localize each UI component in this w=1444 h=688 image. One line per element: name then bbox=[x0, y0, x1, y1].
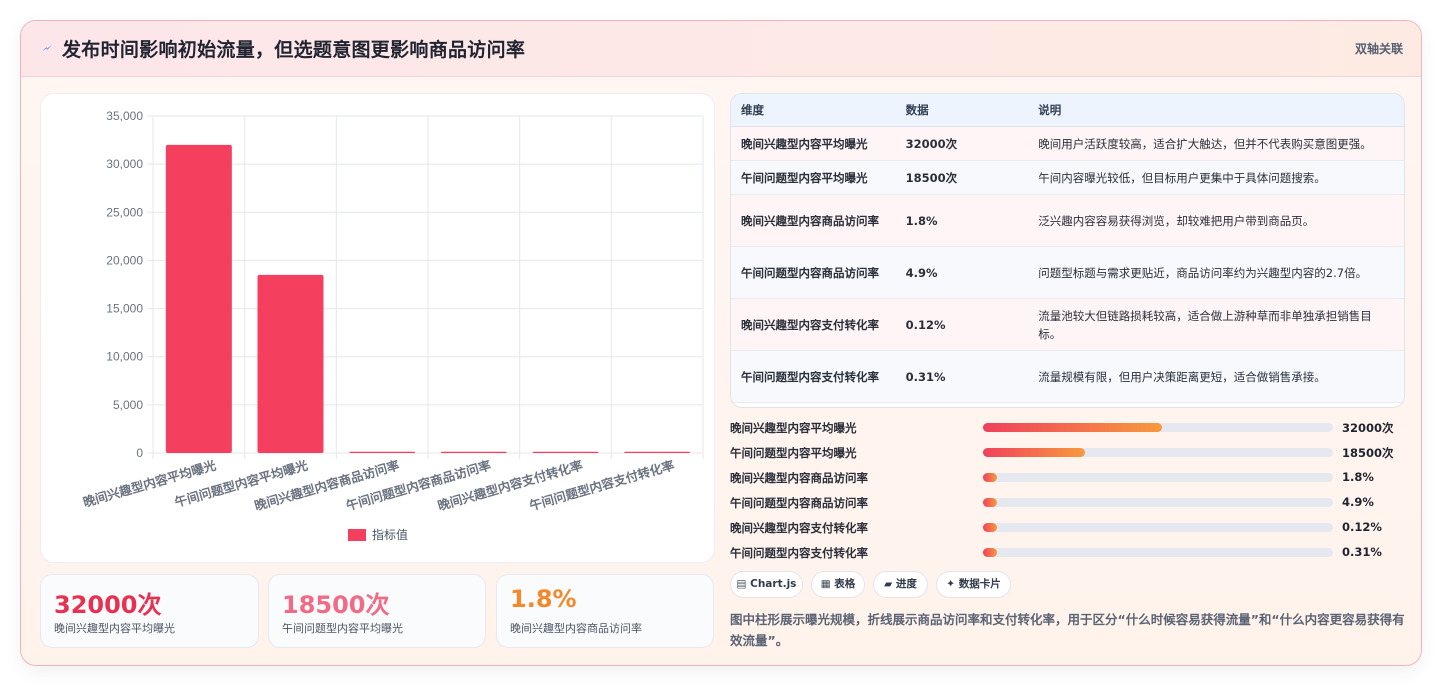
table-header: 数据 bbox=[895, 94, 1029, 127]
progress-value: 32000次 bbox=[1342, 421, 1394, 435]
bar bbox=[532, 451, 599, 453]
y-tick-label: 10,000 bbox=[106, 350, 143, 364]
table-cell-note: 流量规模有限，但用户决策距离更短，适合做销售承接。 bbox=[1028, 350, 1404, 403]
progress-track bbox=[983, 548, 1333, 557]
header: 发布时间影响初始流量，但选题意图更影响商品访问率 双轴关联 bbox=[21, 21, 1421, 77]
progress-row: 午间问题型内容平均曝光 18500次 bbox=[730, 443, 1405, 468]
table-cell-dimension: 晚间兴趣型内容平均曝光 bbox=[731, 126, 896, 161]
table-cell-dimension: 晚间兴趣型内容商品访问率 bbox=[731, 194, 896, 247]
y-tick-label: 30,000 bbox=[106, 157, 143, 171]
table-cell-note: 午间内容曝光较低，但目标用户更集中于具体问题搜索。 bbox=[1028, 160, 1404, 195]
lightning-icon bbox=[42, 45, 52, 51]
progress-value: 1.8% bbox=[1342, 470, 1374, 484]
progress-value: 4.9% bbox=[1342, 495, 1374, 509]
table-cell-dimension: 晚间兴趣型内容支付转化率 bbox=[731, 298, 896, 351]
data-table: 维度 数据 说明 晚间兴趣型内容平均曝光 32000次 晚间用户活跃度较高，适合扩大触达… bbox=[730, 93, 1405, 408]
page-title: 发布时间影响初始流量，但选题意图更影响商品访问率 bbox=[62, 39, 526, 61]
progress-row: 晚间兴趣型内容支付转化率 0.12% bbox=[730, 518, 1405, 543]
table-cell-note: 问题型标题与需求更贴近，商品访问率约为兴趣型内容的2.7倍。 bbox=[1028, 246, 1404, 299]
progress-track bbox=[983, 473, 1333, 482]
progress-fill bbox=[983, 423, 1162, 432]
stat-value: 18500次 bbox=[282, 591, 390, 619]
bar bbox=[440, 451, 507, 453]
y-tick-label: 20,000 bbox=[106, 253, 143, 267]
legend-label: 指标值 bbox=[372, 527, 408, 542]
progress-fill bbox=[983, 523, 997, 532]
table-header: 维度 bbox=[731, 94, 896, 127]
stat-label: 晚间兴趣型内容平均曝光 bbox=[54, 622, 175, 635]
bar bbox=[624, 451, 691, 453]
table-cell-value: 32000次 bbox=[895, 126, 1029, 161]
table-row: 午间问题型内容平均曝光 18500次 午间内容曝光较低，但目标用户更集中于具体问题搜… bbox=[731, 160, 1404, 195]
table-row: 午间问题型内容支付转化率 0.31% 流量规模有限，但用户决策距离更短，适合做销售承… bbox=[731, 350, 1404, 403]
progress-row: 晚间兴趣型内容商品访问率 1.8% bbox=[730, 468, 1405, 493]
chip-chartjs[interactable]: ▤ Chart.js bbox=[730, 571, 803, 598]
progress-track bbox=[983, 498, 1333, 507]
legend-swatch bbox=[348, 529, 366, 541]
progress-label: 晚间兴趣型内容支付转化率 bbox=[730, 521, 868, 535]
progress-fill bbox=[983, 498, 997, 507]
y-tick-label: 0 bbox=[136, 446, 143, 460]
y-tick-label: 5,000 bbox=[113, 398, 143, 412]
y-tick-label: 15,000 bbox=[106, 302, 143, 316]
table-cell-note: 泛兴趣内容容易获得浏览，却较难把用户带到商品页。 bbox=[1028, 194, 1404, 247]
progress-fill bbox=[983, 473, 997, 482]
progress-track bbox=[983, 448, 1333, 457]
progress-value: 0.12% bbox=[1342, 520, 1382, 534]
progress-label: 晚间兴趣型内容平均曝光 bbox=[730, 421, 857, 435]
stat-label: 晚间兴趣型内容商品访问率 bbox=[510, 622, 642, 635]
table-cell-value: 4.9% bbox=[895, 246, 1029, 299]
chart-note: 图中柱形展示曝光规模，折线展示商品访问率和支付转化率，用于区分“什么时候容易获得… bbox=[730, 612, 1405, 648]
chip-progress[interactable]: ▰ 进度 bbox=[873, 571, 928, 598]
stat-label: 午间问题型内容平均曝光 bbox=[282, 622, 403, 635]
table-cell-value: 0.31% bbox=[895, 350, 1029, 403]
y-tick-label: 25,000 bbox=[106, 205, 143, 219]
stat-card: 1.8% 晚间兴趣型内容商品访问率 bbox=[496, 574, 714, 648]
bar bbox=[257, 274, 324, 453]
stat-value: 1.8% bbox=[510, 585, 577, 613]
table-cell-note: 流量池较大但链路损耗较高，适合做上游种草而非单独承担销售目标。 bbox=[1028, 298, 1404, 351]
bar-chart: 0 5,000 10,000 15,000 20,000 25,000 30,000 35,0… bbox=[81, 109, 704, 542]
dual-axis-link[interactable]: 双轴关联 bbox=[1354, 42, 1403, 56]
table-cell-value: 1.8% bbox=[895, 194, 1029, 247]
table-cell-dimension: 午间问题型内容支付转化率 bbox=[731, 350, 896, 403]
progress-fill bbox=[983, 548, 997, 557]
main-card: 发布时间影响初始流量，但选题意图更影响商品访问率 双轴关联 0 5,000 10,0… bbox=[20, 20, 1422, 666]
table-cell-dimension: 午间问题型内容商品访问率 bbox=[731, 246, 896, 299]
chip-table[interactable]: ▦ 表格 bbox=[811, 571, 865, 598]
table-cell-value: 0.12% bbox=[895, 298, 1029, 351]
progress-row: 午间问题型内容支付转化率 0.31% bbox=[730, 543, 1405, 568]
progress-value: 18500次 bbox=[1342, 446, 1394, 460]
table-header: 说明 bbox=[1028, 94, 1404, 127]
progress-row: 晚间兴趣型内容平均曝光 32000次 bbox=[730, 418, 1405, 443]
bar bbox=[349, 451, 416, 453]
table-row: 晚间兴趣型内容支付转化率 0.12% 流量池较大但链路损耗较高，适合做上游种草而非单… bbox=[731, 298, 1404, 351]
stat-card: 32000次晚间兴趣型内容平均曝光 bbox=[40, 574, 259, 648]
table-cell-dimension: 午间问题型内容平均曝光 bbox=[731, 160, 896, 195]
stat-value: 32000次 bbox=[54, 591, 162, 619]
bar bbox=[165, 144, 232, 453]
progress-label: 午间问题型内容商品访问率 bbox=[730, 496, 868, 510]
table-cell-value: 18500次 bbox=[895, 160, 1029, 195]
chip-data-card[interactable]: ✦ 数据卡片 bbox=[936, 571, 1011, 598]
table-row: 午间问题型内容商品访问率 4.9% 问题型标题与需求更贴近，商品访问率约为兴趣型内容… bbox=[731, 246, 1404, 299]
progress-value: 0.31% bbox=[1342, 545, 1382, 559]
progress-track bbox=[983, 523, 1333, 532]
progress-list: 晚间兴趣型内容平均曝光 32000次 午间问题型内容平均曝光 18500次 晚间兴趣型内… bbox=[730, 418, 1405, 568]
chart-panel: 0 5,000 10,000 15,000 20,000 25,000 30,000 35,0… bbox=[40, 93, 715, 563]
progress-row: 午间问题型内容商品访问率 4.9% bbox=[730, 493, 1405, 518]
table-cell-note: 晚间用户活跃度较高，适合扩大触达，但并不代表购买意图更强。 bbox=[1028, 126, 1404, 161]
progress-fill bbox=[983, 448, 1085, 457]
progress-track bbox=[983, 423, 1333, 432]
progress-label: 晚间兴趣型内容商品访问率 bbox=[730, 471, 868, 485]
y-tick-label: 35,000 bbox=[106, 109, 143, 123]
progress-label: 午间问题型内容支付转化率 bbox=[730, 546, 868, 560]
table-row: 晚间兴趣型内容商品访问率 1.8% 泛兴趣内容容易获得浏览，却较难把用户带到商品页。 bbox=[731, 194, 1404, 247]
stat-card: 18500次午间问题型内容平均曝光 bbox=[268, 574, 486, 648]
progress-label: 午间问题型内容平均曝光 bbox=[730, 446, 857, 460]
table-row: 晚间兴趣型内容平均曝光 32000次 晚间用户活跃度较高，适合扩大触达，但并不代表购… bbox=[731, 126, 1404, 161]
